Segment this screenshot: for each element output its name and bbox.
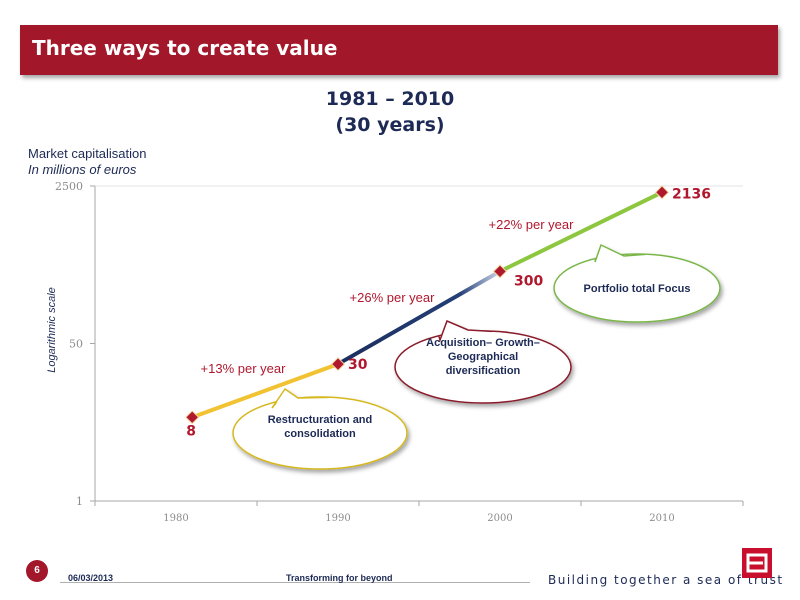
footer-divider	[60, 582, 530, 583]
series-segment	[190, 362, 340, 420]
series-segment	[498, 190, 664, 274]
growth-rate-label: +22% per year	[489, 217, 575, 232]
y-tick-label: 1	[76, 495, 83, 508]
x-tick-label: 1980	[163, 513, 188, 524]
period-years: 1981 – 2010	[325, 88, 455, 110]
footer-tagline: Transforming for beyond	[286, 573, 393, 583]
x-tick-label: 2000	[487, 513, 512, 524]
y-axis-unit: In millions of euros	[28, 162, 137, 177]
logo-mark-icon	[746, 553, 768, 573]
scale-note: Logarithmic scale	[46, 287, 58, 373]
callout-bubble	[232, 387, 408, 470]
callout-text: Geographical	[448, 351, 518, 363]
callout-tail	[438, 319, 492, 343]
callout-text: Restructuration and	[268, 414, 373, 426]
title-bar: Three ways to create value	[20, 25, 778, 75]
data-point-marker	[654, 185, 670, 200]
x-tick-label: 1990	[325, 513, 350, 524]
y-axis-title-line1: Market capitalisation	[28, 146, 147, 161]
callout-tail	[271, 387, 329, 409]
data-point-label: 2136	[672, 186, 711, 202]
callout-text: consolidation	[284, 428, 356, 440]
callout-tail-fill	[595, 245, 646, 262]
data-point-label: 8	[186, 423, 196, 439]
y-tick-label: 50	[69, 338, 83, 351]
callout-bubble	[394, 319, 572, 404]
callout-tail-fill	[439, 321, 492, 340]
callout-text: diversification	[446, 365, 521, 377]
callout-text: Acquisition– Growth–	[426, 337, 540, 349]
data-point-marker	[492, 264, 508, 279]
company-logo	[742, 548, 772, 578]
y-axis-title: Market capitalisation In millions of eur…	[28, 146, 147, 178]
callout-text: Portfolio total Focus	[584, 283, 691, 295]
callout-body	[553, 253, 721, 323]
growth-rate-label: +26% per year	[350, 290, 436, 305]
page-number: 6	[26, 560, 48, 582]
period-duration: (30 years)	[335, 114, 445, 136]
data-point-label: 30	[348, 357, 368, 373]
callout-bubble	[553, 243, 721, 323]
data-point-marker	[185, 410, 200, 425]
x-tick-label: 2010	[649, 513, 674, 524]
footer-slogan: Building together a sea of trust	[548, 573, 784, 587]
slide-title: Three ways to create value	[32, 36, 338, 60]
data-point-marker	[330, 356, 346, 372]
footer-date: 06/03/2013	[68, 573, 114, 583]
period-heading: 1981 – 2010 (30 years)	[290, 86, 490, 138]
callout-tail	[594, 243, 646, 263]
growth-rate-label: +13% per year	[201, 361, 287, 376]
y-tick-label: 2500	[55, 180, 83, 193]
data-point-label: 300	[514, 273, 543, 289]
series-segment	[336, 269, 502, 367]
